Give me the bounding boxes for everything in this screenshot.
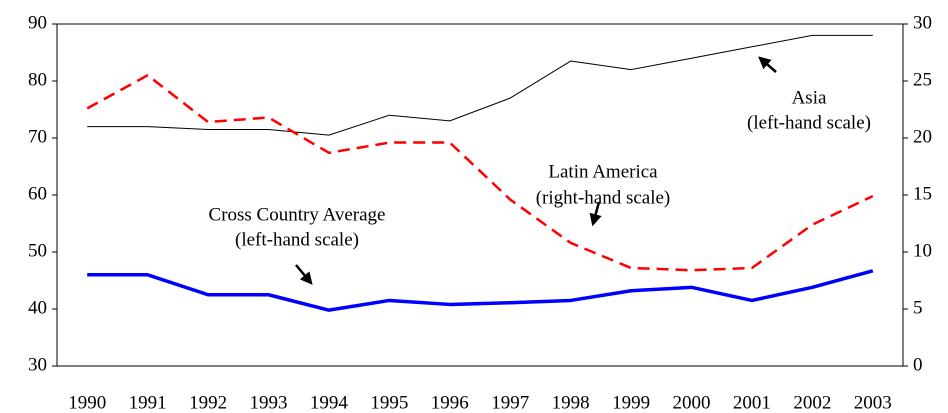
x-tick-label: 1996 xyxy=(431,392,469,413)
annotation-arrow xyxy=(589,201,602,227)
series-line xyxy=(87,34,873,136)
y-tick-label: 40 xyxy=(28,297,47,318)
y2-tick-label: 10 xyxy=(913,240,932,261)
x-tick-label: 1992 xyxy=(189,392,227,413)
annotation-arrow xyxy=(295,264,313,285)
x-tick-label: 1991 xyxy=(129,392,167,413)
annotation: (left-hand scale) xyxy=(747,112,871,133)
y2-tick-label: 30 xyxy=(913,12,932,33)
series-line xyxy=(87,269,874,312)
y2-tick-label: 0 xyxy=(913,354,923,375)
y-tick-label: 70 xyxy=(28,126,47,147)
annotation-arrow xyxy=(758,56,777,73)
x-tick-label: 2000 xyxy=(673,392,711,413)
annotation: Cross Country Average xyxy=(209,204,386,225)
y2-tick-label: 20 xyxy=(913,126,932,147)
y2-tick-label: 25 xyxy=(913,69,932,90)
y-tick-label: 80 xyxy=(28,69,47,90)
x-tick-label: 1993 xyxy=(250,392,288,413)
y-tick-label: 60 xyxy=(28,183,47,204)
x-tick-label: 1994 xyxy=(310,392,349,413)
y2-tick-label: 5 xyxy=(913,297,923,318)
y-tick-label: 50 xyxy=(28,240,47,261)
y-tick-label: 90 xyxy=(28,12,47,33)
plot-frame xyxy=(56,23,904,367)
x-tick-label: 1995 xyxy=(370,392,408,413)
annotation: (right-hand scale) xyxy=(536,187,671,208)
x-tick-label: 1999 xyxy=(612,392,650,413)
annotation: (left-hand scale) xyxy=(235,229,359,250)
x-tick-label: 2002 xyxy=(793,392,831,413)
annotation: Asia xyxy=(792,87,827,108)
x-tick-label: 1997 xyxy=(491,392,529,413)
x-tick-label: 1998 xyxy=(552,392,590,413)
x-tick-label: 2001 xyxy=(733,392,771,413)
x-tick-label: 2003 xyxy=(854,392,892,413)
x-tick-label: 1990 xyxy=(68,392,106,413)
annotation: Latin America xyxy=(548,161,658,182)
series-line xyxy=(86,74,874,272)
y2-tick-label: 15 xyxy=(913,183,932,204)
y-tick-label: 30 xyxy=(28,354,47,375)
